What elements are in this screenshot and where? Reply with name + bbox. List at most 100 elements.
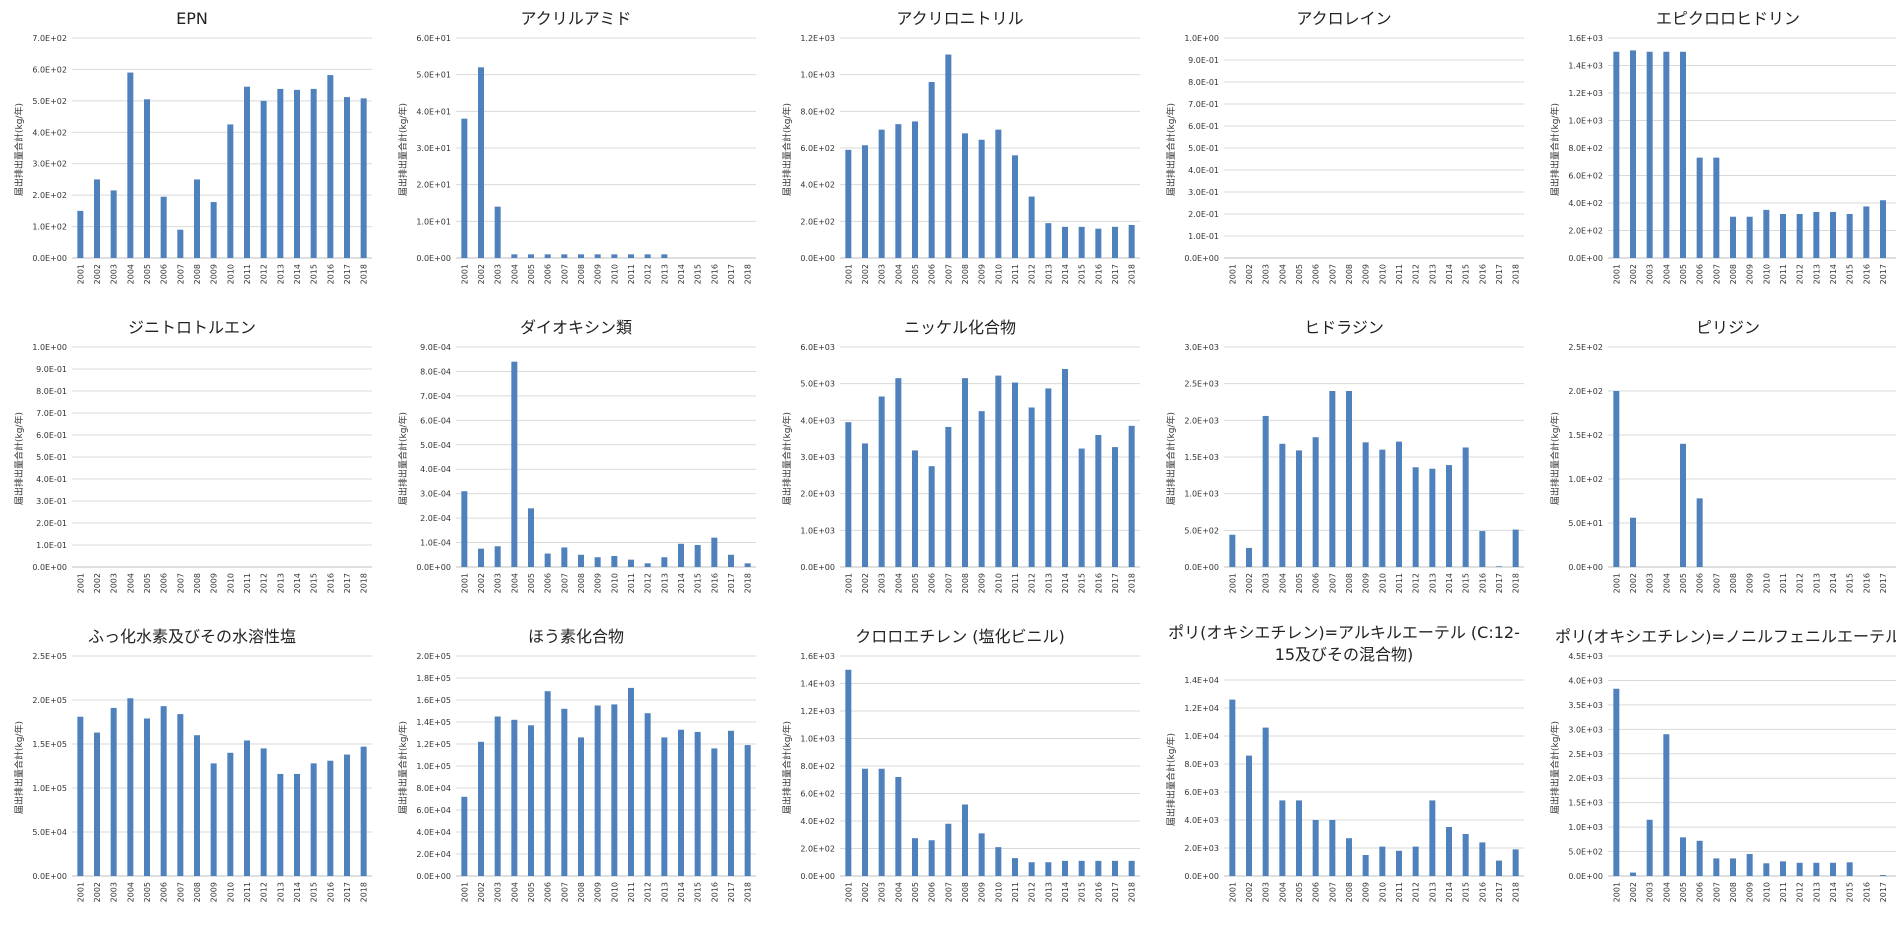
x-tick-label: 2008 (577, 264, 586, 284)
x-tick-label: 2006 (544, 264, 553, 284)
x-tick-label: 2005 (1295, 882, 1304, 902)
bar (644, 563, 651, 567)
x-tick-label: 2003 (494, 264, 503, 284)
bar (461, 796, 468, 876)
bar (360, 98, 367, 258)
x-tick-label: 2006 (544, 573, 553, 593)
x-tick-label: 2002 (861, 264, 870, 284)
x-tick-label: 2008 (961, 264, 970, 284)
x-tick-label: 2003 (1646, 882, 1655, 902)
y-tick-label: 2.0E+05 (416, 652, 451, 661)
x-tick-label: 2017 (1879, 264, 1888, 284)
x-tick-label: 2014 (677, 264, 686, 284)
x-tick-label: 2016 (1094, 264, 1103, 284)
x-tick-label: 2006 (160, 882, 169, 902)
chart-svg: 0.0E+00 1.0E-01 2.0E-01 3.0E-01 4.0E-01 5.0E-… (1184, 34, 1524, 284)
bar (360, 746, 367, 876)
bar (478, 548, 484, 567)
x-tick-label: 2005 (911, 264, 920, 284)
x-tick-label: 2011 (1779, 264, 1788, 284)
x-tick-label: 2015 (1078, 573, 1087, 593)
y-tick-label: 0.0E+00 (1184, 563, 1219, 572)
x-tick-label: 2014 (293, 264, 302, 284)
bar (1296, 450, 1302, 567)
x-tick-label: 2004 (510, 573, 519, 593)
chart-panel: ふっ化水素及びその水溶性塩 届出排出量合計(kg/年) 0.0E+00 5.0E+04… (0, 618, 384, 926)
chart-panel: アクリロニトリル 届出排出量合計(kg/年) 0.0E+00 2.0E+02 4.0E+… (768, 0, 1152, 308)
bar (1062, 226, 1068, 258)
bar (461, 118, 468, 259)
y-tick-label: 1.5E+05 (32, 740, 67, 749)
bar (1446, 827, 1452, 876)
chart-panel: アクリルアミド 届出排出量合計(kg/年) 0.0E+00 1.0E+01 2.0E+0… (384, 0, 768, 308)
bar (945, 823, 952, 876)
bar (1630, 50, 1636, 258)
x-tick-label: 2017 (1495, 882, 1504, 902)
bar (912, 838, 918, 876)
bar (561, 708, 568, 876)
x-tick-label: 2005 (1295, 573, 1304, 593)
bar (628, 254, 634, 258)
y-tick-label: 1.2E+03 (800, 34, 835, 43)
x-tick-label: 2007 (1328, 882, 1337, 902)
bar (277, 773, 284, 876)
y-tick-label: 6.0E-04 (420, 416, 451, 425)
x-tick-label: 2007 (176, 573, 185, 593)
bar (578, 554, 584, 567)
bar (1062, 369, 1068, 567)
x-tick-label: 2012 (644, 882, 653, 902)
bar (1813, 862, 1820, 876)
bar (244, 86, 250, 258)
bar (644, 254, 651, 258)
x-tick-label: 2004 (1662, 573, 1671, 593)
bar (1112, 860, 1118, 876)
bar (227, 124, 234, 258)
y-tick-label: 1.6E+03 (800, 652, 835, 661)
x-tick-label: 2004 (126, 573, 135, 593)
x-tick-label: 2016 (326, 573, 335, 593)
x-tick-label: 2018 (744, 882, 753, 902)
y-tick-label: 6.0E+02 (800, 790, 835, 799)
chart-title: アクリロニトリル (896, 9, 1024, 28)
bar (895, 124, 902, 259)
bar (711, 748, 718, 876)
bar (1262, 415, 1269, 567)
bar (494, 716, 501, 876)
bar (478, 67, 484, 258)
x-tick-label: 2001 (460, 882, 469, 902)
y-tick-label: 8.0E+03 (1184, 760, 1219, 769)
x-tick-label: 2004 (126, 264, 135, 284)
chart-title: ピリジン (1695, 318, 1760, 337)
y-tick-label: 4.0E-04 (420, 465, 451, 474)
x-tick-label: 2017 (343, 882, 352, 902)
bar (1229, 534, 1236, 567)
bar (928, 466, 935, 567)
x-tick-label: 2010 (226, 573, 235, 593)
y-tick-label: 1.0E+00 (1184, 34, 1219, 43)
x-tick-label: 2002 (1629, 882, 1638, 902)
bar (1312, 820, 1319, 876)
y-tick-label: 3.0E-04 (420, 490, 451, 499)
y-tick-label: 8.0E-01 (1188, 78, 1219, 87)
bar (194, 735, 200, 876)
x-tick-label: 2018 (360, 882, 369, 902)
chart-title: ほう素化合物 (527, 627, 624, 646)
y-tick-label: 2.0E+03 (1184, 844, 1219, 853)
y-tick-label: 4.0E-01 (36, 475, 67, 484)
x-tick-label: 2007 (176, 882, 185, 902)
bar (862, 768, 868, 876)
y-tick-label: 6.0E+03 (1184, 788, 1219, 797)
bar (1846, 862, 1853, 876)
bar (494, 206, 501, 258)
x-tick-label: 2013 (276, 264, 285, 284)
y-tick-label: 0.0E+00 (1568, 563, 1603, 572)
chart-svg: 0.0E+00 5.0E+02 1.0E+03 1.5E+03 2.0E+03 2.5E+… (1184, 343, 1524, 593)
y-tick-label: 1.0E-01 (1188, 232, 1219, 241)
y-tick-label: 4.0E+03 (1568, 676, 1603, 685)
x-tick-label: 2012 (1028, 882, 1037, 902)
bar (227, 752, 234, 876)
x-tick-label: 2010 (1378, 882, 1387, 902)
x-tick-label: 2003 (110, 264, 119, 284)
y-tick-label: 1.2E+05 (416, 740, 451, 749)
